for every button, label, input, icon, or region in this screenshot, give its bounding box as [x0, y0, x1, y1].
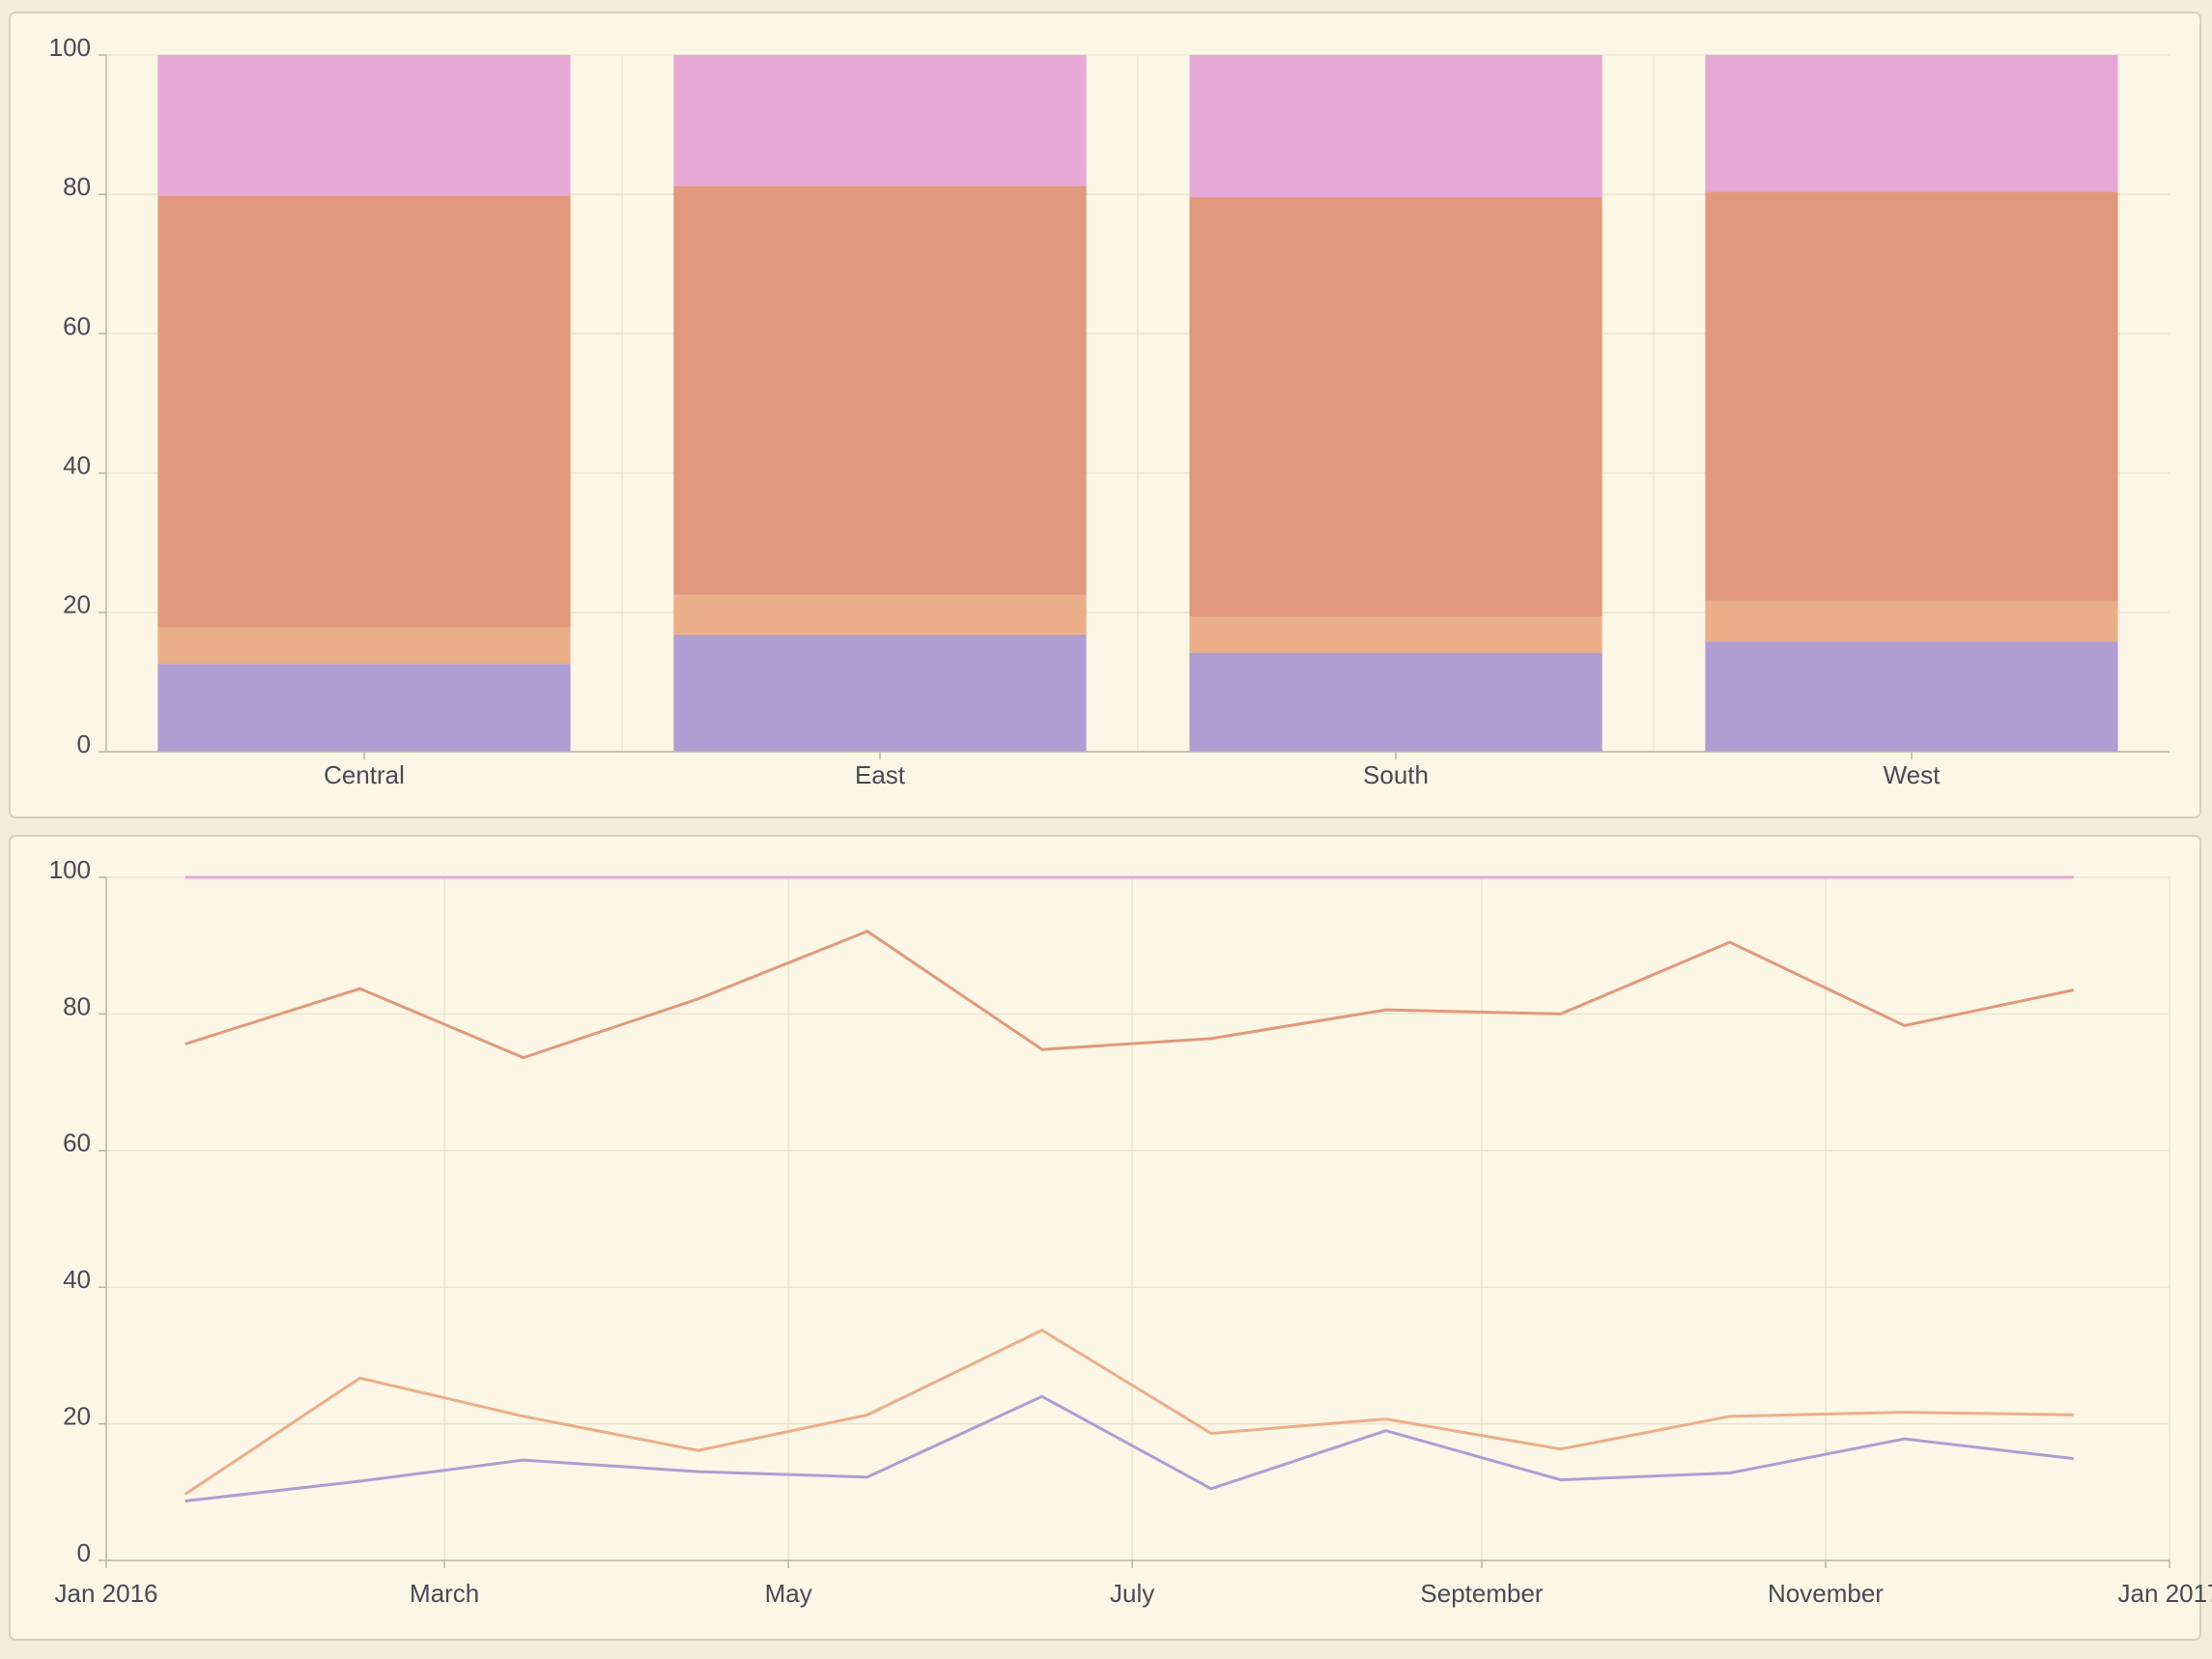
y-tick-label: 0 [77, 729, 91, 758]
bar-segment [1705, 642, 2118, 752]
y-tick-label: 40 [63, 1265, 91, 1294]
x-tick-label: Central [324, 760, 405, 789]
line [184, 1394, 2074, 1502]
bar-segment [157, 195, 571, 628]
x-tick-label: South [1363, 760, 1429, 789]
x-tick-label: September [1420, 1579, 1544, 1608]
y-tick-label: 100 [49, 855, 91, 884]
y-tick-label: 80 [63, 991, 91, 1020]
x-tick-label: Jan 2017 [2118, 1579, 2212, 1608]
x-tick-label: East [855, 760, 906, 789]
bar-segment [157, 627, 571, 665]
y-tick-label: 60 [63, 1129, 91, 1158]
bar-segment [157, 664, 571, 752]
x-tick-label: November [1768, 1579, 1884, 1608]
bar-segment [1189, 55, 1602, 198]
bar-segment [673, 594, 1087, 635]
bar-segment [1705, 600, 2118, 643]
line [184, 930, 2075, 1060]
y-tick-label: 20 [63, 1401, 91, 1430]
x-tick-label: Jan 2016 [55, 1579, 158, 1608]
bar-segment [1705, 191, 2118, 601]
y-tick-label: 20 [63, 590, 91, 619]
line [184, 1329, 2074, 1496]
bar-segment [673, 55, 1087, 186]
y-tick-label: 40 [63, 450, 91, 479]
y-tick-label: 80 [63, 172, 91, 201]
x-tick-label: West [1884, 760, 1942, 789]
x-tick-label: May [765, 1579, 812, 1608]
bar-segment [673, 186, 1087, 595]
y-tick-label: 100 [49, 33, 91, 62]
y-tick-label: 0 [77, 1538, 91, 1567]
bar-segment [157, 55, 571, 196]
y-tick-label: 60 [63, 311, 91, 340]
bar-segment [1189, 197, 1602, 617]
panel [9, 835, 2201, 1641]
x-tick-label: March [410, 1579, 479, 1608]
x-tick-label: July [1110, 1579, 1154, 1608]
bar-segment [1705, 55, 2118, 192]
bar-segment [1189, 652, 1602, 752]
bar-segment [673, 634, 1087, 752]
bar-segment [1189, 616, 1602, 653]
